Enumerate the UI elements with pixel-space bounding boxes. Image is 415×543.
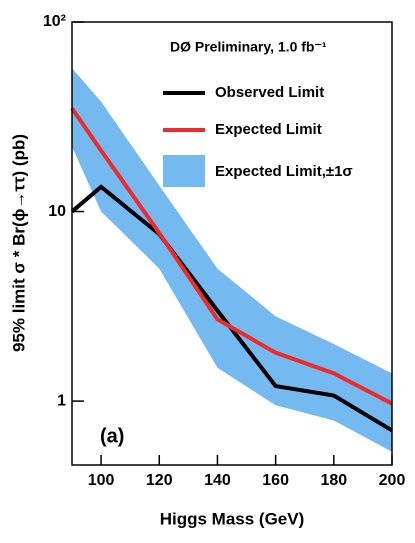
y-tick-label: 10² xyxy=(43,13,66,30)
legend-label: Observed Limit xyxy=(215,84,324,101)
x-tick-label: 100 xyxy=(88,472,115,489)
x-tick-label: 160 xyxy=(262,472,289,489)
y-tick-label: 10 xyxy=(48,203,66,220)
legend-label: Expected Limit xyxy=(215,121,322,138)
y-tick-label: 1 xyxy=(57,392,66,409)
x-tick-label: 200 xyxy=(379,472,406,489)
x-axis-label: Higgs Mass (GeV) xyxy=(160,509,305,528)
x-tick-label: 180 xyxy=(320,472,347,489)
legend-label: Expected Limit,±1σ xyxy=(215,163,353,180)
series-line xyxy=(70,107,393,406)
band xyxy=(72,68,392,452)
legend-title: DØ Preliminary, 1.0 fb⁻¹ xyxy=(170,39,327,55)
plot-frame xyxy=(71,21,393,466)
series-line xyxy=(70,184,394,433)
x-tick-label: 120 xyxy=(146,472,173,489)
x-tick-label: 140 xyxy=(204,472,231,489)
annotation: (a) xyxy=(100,425,124,447)
legend-swatch xyxy=(163,155,205,187)
y-axis-label: 95% limit σ * Br(ϕ→ττ) (pb) xyxy=(9,134,28,352)
